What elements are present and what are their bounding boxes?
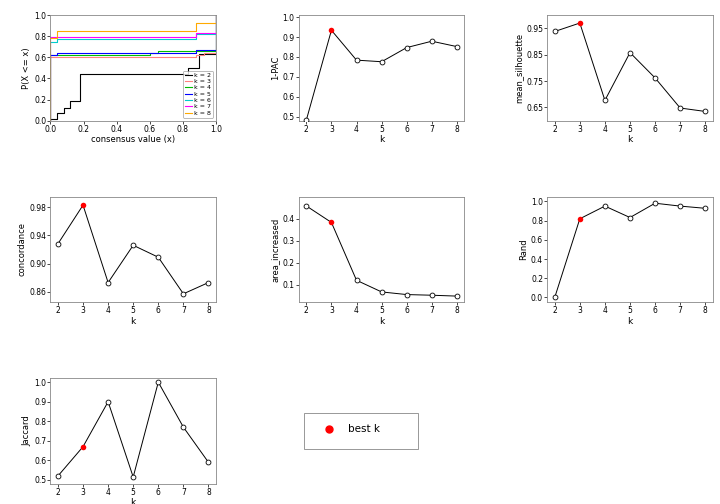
X-axis label: k: k bbox=[130, 317, 136, 326]
X-axis label: k: k bbox=[627, 135, 633, 144]
X-axis label: k: k bbox=[627, 317, 633, 326]
Y-axis label: P(X <= x): P(X <= x) bbox=[22, 47, 32, 89]
Y-axis label: Jaccard: Jaccard bbox=[22, 416, 32, 447]
X-axis label: k: k bbox=[379, 317, 384, 326]
FancyBboxPatch shape bbox=[304, 413, 418, 449]
Y-axis label: area_increased: area_increased bbox=[271, 217, 280, 282]
Text: best k: best k bbox=[348, 424, 380, 434]
X-axis label: consensus value (x): consensus value (x) bbox=[91, 135, 175, 144]
Y-axis label: Rand: Rand bbox=[519, 239, 528, 260]
Y-axis label: mean_silhouette: mean_silhouette bbox=[514, 33, 523, 103]
Legend: k = 2, k = 3, k = 4, k = 5, k = 6, k = 7, k = 8: k = 2, k = 3, k = 4, k = 5, k = 6, k = 7… bbox=[183, 71, 213, 117]
Y-axis label: concordance: concordance bbox=[17, 222, 27, 277]
Y-axis label: 1-PAC: 1-PAC bbox=[271, 56, 280, 80]
X-axis label: k: k bbox=[130, 498, 136, 504]
X-axis label: k: k bbox=[379, 135, 384, 144]
